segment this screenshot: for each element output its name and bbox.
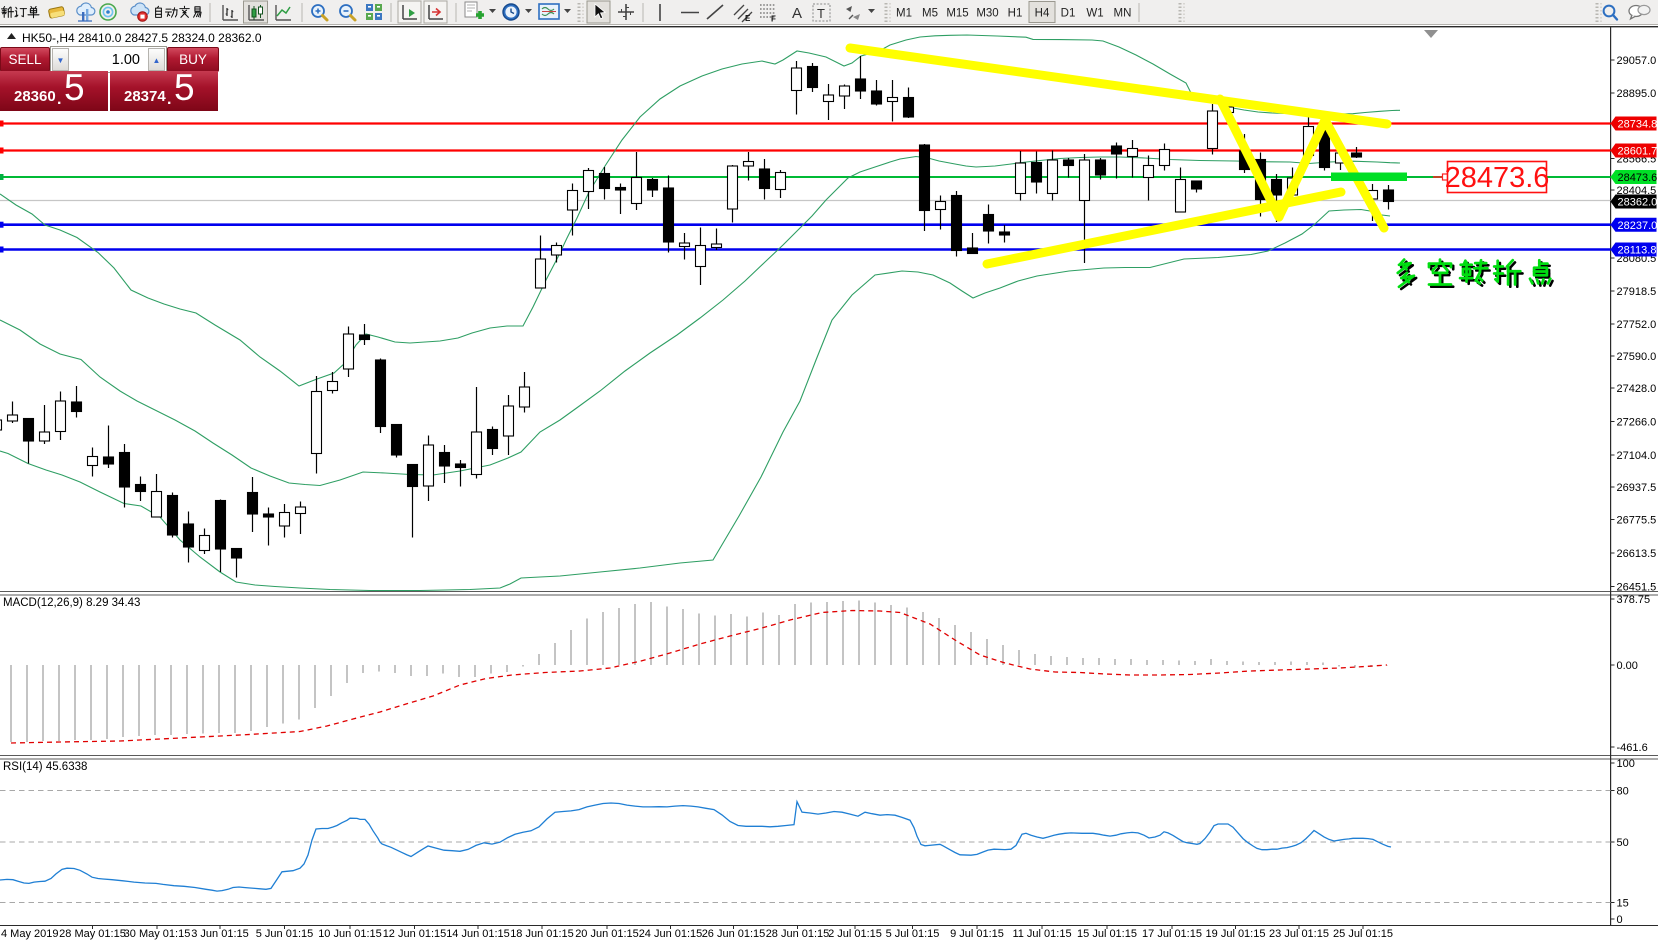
svg-text:26451.5: 26451.5 xyxy=(1617,582,1657,594)
svg-text:27752.0: 27752.0 xyxy=(1617,319,1657,331)
svg-text:28473.6: 28473.6 xyxy=(1445,162,1550,194)
svg-text:3 Jun 01:15: 3 Jun 01:15 xyxy=(191,928,249,940)
svg-text:0: 0 xyxy=(1617,914,1623,926)
svg-text:H1: H1 xyxy=(1008,8,1023,20)
svg-text:15: 15 xyxy=(1617,898,1629,910)
svg-text:26613.5: 26613.5 xyxy=(1617,548,1657,560)
svg-text:M15: M15 xyxy=(946,8,968,20)
svg-text:20 Jun 01:15: 20 Jun 01:15 xyxy=(575,928,639,940)
svg-text:MACD(12,26,9) 8.29 34.43: MACD(12,26,9) 8.29 34.43 xyxy=(3,597,140,609)
svg-text:2 Jul 01:15: 2 Jul 01:15 xyxy=(828,928,882,940)
svg-text:15 Jul 01:15: 15 Jul 01:15 xyxy=(1077,928,1137,940)
svg-text:100: 100 xyxy=(1617,758,1635,770)
svg-text:MN: MN xyxy=(1114,8,1132,20)
svg-text:M1: M1 xyxy=(896,8,912,20)
svg-text:23 Jul 01:15: 23 Jul 01:15 xyxy=(1269,928,1329,940)
svg-text:28734.8: 28734.8 xyxy=(1618,119,1658,131)
svg-text:D1: D1 xyxy=(1061,8,1076,20)
svg-text:28895.0: 28895.0 xyxy=(1617,88,1657,100)
svg-text:27918.5: 27918.5 xyxy=(1617,286,1657,298)
svg-text:RSI(14) 45.6338: RSI(14) 45.6338 xyxy=(3,761,87,773)
svg-text:27590.0: 27590.0 xyxy=(1617,351,1657,363)
svg-text:M30: M30 xyxy=(976,8,998,20)
svg-text:T: T xyxy=(817,6,825,21)
svg-text:27104.0: 27104.0 xyxy=(1617,450,1657,462)
svg-text:28362.0: 28362.0 xyxy=(1618,197,1658,209)
svg-text:12 Jun 01:15: 12 Jun 01:15 xyxy=(383,928,447,940)
svg-text:17 Jul 01:15: 17 Jul 01:15 xyxy=(1142,928,1202,940)
svg-text:5 Jul 01:15: 5 Jul 01:15 xyxy=(886,928,940,940)
svg-text:30 May 01:15: 30 May 01:15 xyxy=(124,928,191,940)
svg-text:28473.6: 28473.6 xyxy=(1618,172,1658,184)
svg-text:4 May 2019: 4 May 2019 xyxy=(1,928,58,940)
svg-text:-461.6: -461.6 xyxy=(1617,742,1648,754)
svg-text:80: 80 xyxy=(1617,786,1629,798)
svg-text:A: A xyxy=(792,5,802,22)
svg-text:26937.5: 26937.5 xyxy=(1617,482,1657,494)
svg-text:W1: W1 xyxy=(1086,8,1103,20)
svg-text:25 Jul 01:15: 25 Jul 01:15 xyxy=(1333,928,1393,940)
svg-text:27266.0: 27266.0 xyxy=(1617,417,1657,429)
svg-text:0.00: 0.00 xyxy=(1617,660,1638,672)
svg-text:9 Jul 01:15: 9 Jul 01:15 xyxy=(950,928,1004,940)
svg-text:29057.0: 29057.0 xyxy=(1617,55,1657,67)
svg-text:18 Jun 01:15: 18 Jun 01:15 xyxy=(510,928,574,940)
svg-text:14 Jun 01:15: 14 Jun 01:15 xyxy=(446,928,510,940)
svg-text:378.75: 378.75 xyxy=(1617,594,1651,606)
svg-text:E: E xyxy=(745,14,751,23)
svg-text:28 May 01:15: 28 May 01:15 xyxy=(59,928,126,940)
svg-text:5 Jun 01:15: 5 Jun 01:15 xyxy=(256,928,314,940)
svg-text:24 Jun 01:15: 24 Jun 01:15 xyxy=(639,928,703,940)
svg-text:28404.5: 28404.5 xyxy=(1617,185,1657,197)
svg-text:10 Jun 01:15: 10 Jun 01:15 xyxy=(318,928,382,940)
svg-text:26775.5: 26775.5 xyxy=(1617,515,1657,527)
svg-text:M5: M5 xyxy=(922,8,938,20)
svg-text:28237.0: 28237.0 xyxy=(1618,220,1658,232)
svg-text:H4: H4 xyxy=(1035,8,1050,20)
svg-text:28113.8: 28113.8 xyxy=(1618,245,1657,257)
svg-text:27428.0: 27428.0 xyxy=(1617,383,1657,395)
svg-text:19 Jul 01:15: 19 Jul 01:15 xyxy=(1206,928,1266,940)
svg-text:HK50-,H4 28410.0 28427.5 2832: HK50-,H4 28410.0 28427.5 28324.0 28362.0 xyxy=(22,31,262,45)
svg-text:F: F xyxy=(771,15,776,24)
svg-text:50: 50 xyxy=(1617,837,1629,849)
svg-text:11 Jul 01:15: 11 Jul 01:15 xyxy=(1012,928,1071,940)
svg-text:26 Jun 01:15: 26 Jun 01:15 xyxy=(702,928,766,940)
svg-text:28 Jun 01:15: 28 Jun 01:15 xyxy=(766,928,830,940)
svg-text:28601.7: 28601.7 xyxy=(1618,146,1658,158)
